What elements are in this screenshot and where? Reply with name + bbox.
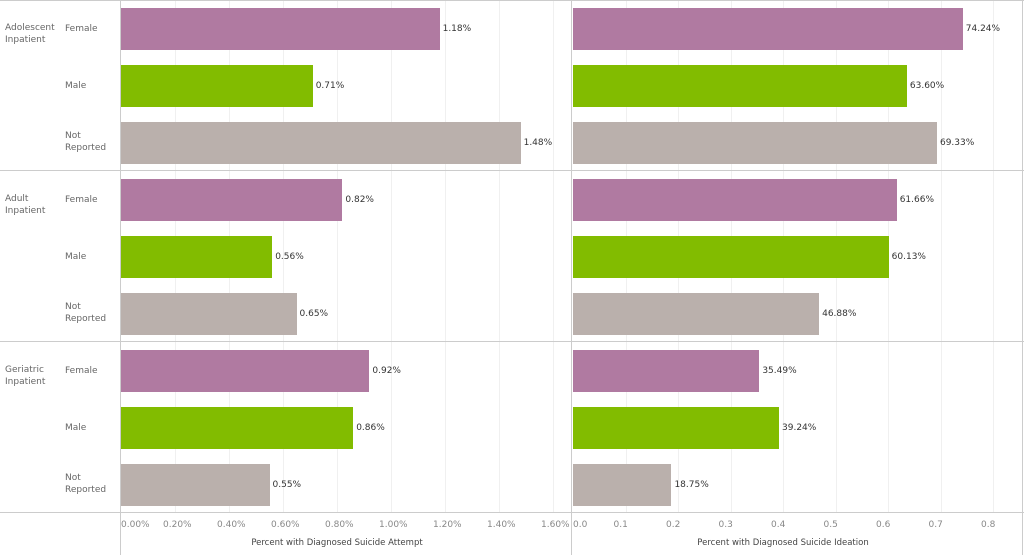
data-label: 61.66% xyxy=(899,195,935,205)
gridline xyxy=(391,0,392,513)
data-label: 0.71% xyxy=(315,81,345,91)
bar-not-reported xyxy=(573,464,672,506)
gridline xyxy=(553,0,554,513)
bar-male xyxy=(573,236,889,278)
category-label: Male xyxy=(65,423,87,433)
row-divider xyxy=(0,341,1024,342)
data-label: 74.24% xyxy=(965,24,1001,34)
bar-female xyxy=(573,350,760,392)
category-label: Not Reported xyxy=(65,131,107,153)
bar-female xyxy=(121,350,370,392)
tick-label: 1.40% xyxy=(487,520,516,530)
tick-label: 1.00% xyxy=(379,520,408,530)
row-divider xyxy=(0,512,1024,513)
gridline xyxy=(445,0,446,513)
data-label: 63.60% xyxy=(909,81,945,91)
data-label: 39.24% xyxy=(782,423,817,433)
gridline xyxy=(337,0,338,513)
category-label: Male xyxy=(65,252,87,262)
tick-label: 1.20% xyxy=(433,520,462,530)
tick-label: 0.60% xyxy=(271,520,300,530)
bar-not-reported xyxy=(573,122,937,164)
data-label: 46.88% xyxy=(822,309,857,319)
data-label: 0.86% xyxy=(356,423,385,433)
category-label: Male xyxy=(65,81,87,91)
top-border xyxy=(0,0,1024,1)
tick-label: 0.6 xyxy=(876,520,891,530)
bar-male xyxy=(121,407,354,449)
tick-label: 0.3 xyxy=(718,520,733,530)
tick-label: 0.4 xyxy=(771,520,786,530)
tick-label: 0.40% xyxy=(217,520,246,530)
tick-label: 0.2 xyxy=(666,520,681,530)
bar-male xyxy=(121,65,313,107)
axis-title: Percent with Diagnosed Suicide Attempt xyxy=(251,538,423,548)
category-label: Female xyxy=(65,24,98,34)
tick-label: 0.00% xyxy=(121,520,150,530)
gridline xyxy=(993,0,994,513)
right-border xyxy=(1022,0,1023,555)
bar-male xyxy=(573,65,907,107)
bar-female xyxy=(121,179,343,221)
tick-label: 0.0 xyxy=(573,520,588,530)
tick-label: 0.20% xyxy=(163,520,192,530)
category-label: Female xyxy=(65,366,98,376)
bar-not-reported xyxy=(121,293,297,335)
bar-female xyxy=(121,8,440,50)
axis-title: Percent with Diagnosed Suicide Ideation xyxy=(697,538,869,548)
tick-label: 0.5 xyxy=(823,520,838,530)
gridline xyxy=(940,0,942,513)
tick-label: 0.8 xyxy=(981,520,996,530)
data-label: 18.75% xyxy=(674,480,709,490)
data-label: 0.92% xyxy=(372,366,401,376)
bar-not-reported xyxy=(121,122,521,164)
data-label: 1.18% xyxy=(442,24,472,34)
bar-male xyxy=(121,236,273,278)
group-label: Geriatric Inpatient xyxy=(5,365,46,387)
data-label: 69.33% xyxy=(939,138,975,148)
group-label: Adult Inpatient xyxy=(5,194,46,216)
category-label: Not Reported xyxy=(65,473,107,495)
gridline xyxy=(499,0,500,513)
bar-male xyxy=(573,407,779,449)
category-label: Not Reported xyxy=(65,302,107,324)
bar-not-reported xyxy=(121,464,270,506)
data-label: 35.49% xyxy=(762,366,797,376)
data-label: 1.48% xyxy=(523,138,553,148)
tick-label: 0.80% xyxy=(325,520,354,530)
bar-female xyxy=(573,8,963,50)
tick-label: 0.1 xyxy=(613,520,628,530)
category-label: Female xyxy=(65,195,98,205)
pane-divider xyxy=(571,0,572,555)
bar-not-reported xyxy=(573,293,820,335)
data-label: 0.65% xyxy=(299,309,329,319)
pane-divider xyxy=(120,0,121,555)
group-label: Adolescent Inpatient xyxy=(5,23,55,45)
data-label: 0.56% xyxy=(275,252,304,262)
gridline xyxy=(283,0,284,513)
data-label: 0.55% xyxy=(272,480,302,490)
data-label: 0.82% xyxy=(345,195,374,205)
tick-label: 1.60% xyxy=(541,520,570,530)
row-divider xyxy=(0,170,1024,171)
tick-label: 0.7 xyxy=(928,520,943,530)
data-label: 60.13% xyxy=(891,252,926,262)
bar-female xyxy=(573,179,897,221)
